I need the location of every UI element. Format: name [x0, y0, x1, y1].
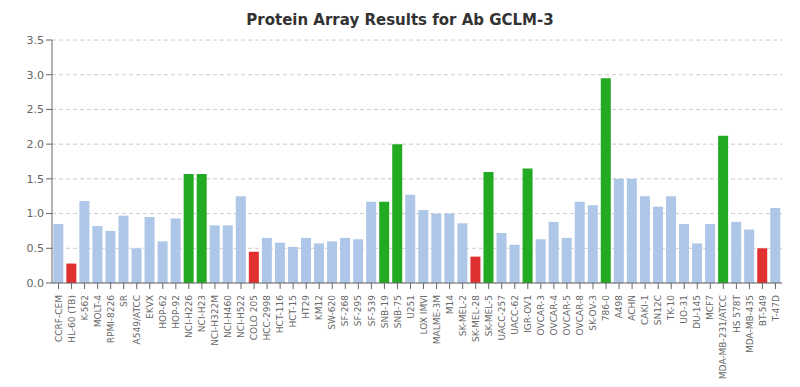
svg-text:BT-549: BT-549 — [758, 295, 768, 327]
svg-text:UACC-62: UACC-62 — [510, 295, 520, 335]
svg-text:2.5: 2.5 — [27, 103, 45, 116]
svg-text:SF-268: SF-268 — [340, 295, 350, 327]
svg-text:OVCAR-4: OVCAR-4 — [549, 295, 559, 336]
svg-text:SN12C: SN12C — [653, 295, 663, 325]
svg-text:2.0: 2.0 — [27, 138, 45, 151]
svg-text:NCI-H522: NCI-H522 — [236, 295, 246, 338]
svg-text:UO-31: UO-31 — [679, 295, 689, 324]
svg-text:MALME-3M: MALME-3M — [432, 295, 442, 344]
svg-text:NCI-H23: NCI-H23 — [197, 295, 207, 332]
svg-text:NCI-H226: NCI-H226 — [184, 295, 194, 338]
svg-text:SF-295: SF-295 — [353, 295, 363, 326]
svg-text:HS 578T: HS 578T — [732, 295, 742, 334]
svg-text:HCC-2998: HCC-2998 — [262, 295, 272, 341]
svg-text:786-0: 786-0 — [601, 295, 611, 321]
svg-text:CAKI-1: CAKI-1 — [640, 295, 650, 325]
svg-text:MDA-MB-231/ATCC: MDA-MB-231/ATCC — [718, 295, 728, 379]
svg-text:CCRF-CEM: CCRF-CEM — [54, 295, 64, 342]
svg-text:KM12: KM12 — [314, 295, 324, 320]
svg-text:1.0: 1.0 — [27, 207, 45, 220]
svg-text:MCF7: MCF7 — [705, 295, 715, 320]
svg-text:1.5: 1.5 — [27, 173, 45, 186]
svg-text:3.5: 3.5 — [27, 34, 45, 47]
svg-text:NCI-H460: NCI-H460 — [223, 295, 233, 338]
svg-text:A549/ATCC: A549/ATCC — [132, 295, 142, 344]
svg-text:SK-MEL-28: SK-MEL-28 — [471, 295, 481, 342]
svg-text:SK-MEL-2: SK-MEL-2 — [458, 295, 468, 336]
svg-text:T-47D: T-47D — [771, 295, 781, 322]
svg-text:SR: SR — [119, 295, 129, 307]
html-text:Protein Array Results for Ab G: Protein Array Results for Ab GCLM-3 — [246, 11, 554, 29]
svg-text:3.0: 3.0 — [27, 69, 45, 82]
svg-text:A498: A498 — [614, 295, 624, 319]
svg-text:IGR-OV1: IGR-OV1 — [523, 295, 533, 333]
svg-text:SK-OV-3: SK-OV-3 — [588, 295, 598, 331]
svg-text:0.0: 0.0 — [27, 277, 45, 290]
svg-text:K-562: K-562 — [80, 295, 90, 320]
svg-text:OVCAR-3: OVCAR-3 — [536, 295, 546, 335]
svg-text:RPMI-8226: RPMI-8226 — [106, 295, 116, 344]
svg-text:TK-10: TK-10 — [666, 295, 676, 321]
svg-text:NCI-H322M: NCI-H322M — [210, 295, 220, 346]
svg-text:OVCAR-5: OVCAR-5 — [562, 295, 572, 335]
svg-text:COLO 205: COLO 205 — [249, 295, 259, 340]
svg-text:HCT-116: HCT-116 — [275, 295, 285, 333]
svg-text:ACHN: ACHN — [627, 295, 637, 321]
svg-text:SNB-19: SNB-19 — [380, 295, 390, 329]
svg-text:MDA-MB-435: MDA-MB-435 — [745, 295, 755, 353]
svg-text:SF-539: SF-539 — [367, 295, 377, 327]
svg-text:HL-60 (TB): HL-60 (TB) — [67, 295, 77, 343]
svg-text:HOP-92: HOP-92 — [171, 295, 181, 329]
svg-text:HOP-62: HOP-62 — [158, 295, 168, 329]
svg-text:UACC-257: UACC-257 — [497, 295, 507, 341]
svg-text:MOLT-4: MOLT-4 — [93, 295, 103, 328]
svg-text:M14: M14 — [445, 295, 455, 314]
svg-text:HCT-15: HCT-15 — [288, 295, 298, 327]
svg-text:SNB-75: SNB-75 — [393, 295, 403, 328]
svg-text:0.5: 0.5 — [27, 242, 45, 255]
svg-text:HT29: HT29 — [301, 295, 311, 319]
svg-text:DU-145: DU-145 — [692, 295, 702, 329]
svg-text:OVCAR-8: OVCAR-8 — [575, 295, 585, 336]
svg-text:SW-620: SW-620 — [327, 295, 337, 330]
svg-text:EKVX: EKVX — [145, 295, 155, 319]
svg-text:SK-MEL-5: SK-MEL-5 — [484, 295, 494, 336]
svg-text:U251: U251 — [406, 295, 416, 319]
svg-text:LOX IMVI: LOX IMVI — [419, 295, 429, 334]
